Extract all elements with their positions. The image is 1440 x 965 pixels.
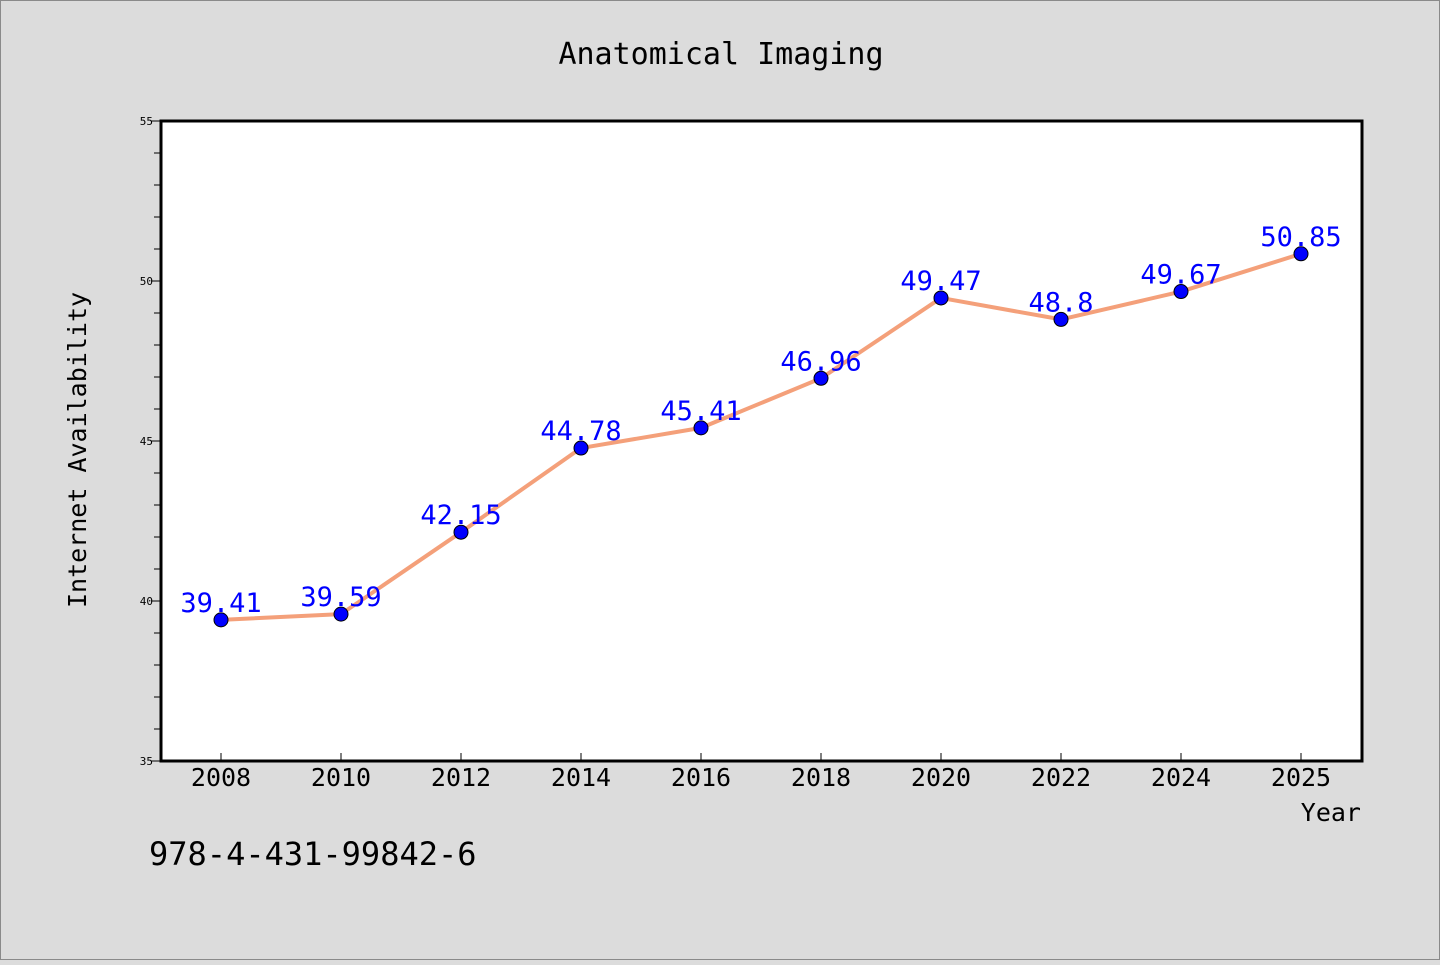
y-axis: 35 40 45 50 55 (140, 115, 161, 768)
data-label: 46.96 (780, 346, 861, 377)
data-point (213, 612, 229, 628)
data-point (573, 440, 589, 456)
data-label: 49.47 (900, 266, 981, 297)
x-tick-label: 2008 (191, 763, 251, 792)
x-tick-label: 2016 (671, 763, 731, 792)
x-tick-label: 2018 (791, 763, 851, 792)
data-labels: 39.41 39.59 42.15 44.78 45.41 46.96 49.47 48.8 4… (180, 222, 1341, 619)
data-label: 39.59 (300, 582, 381, 613)
chart-title: Anatomical Imaging (558, 37, 883, 72)
data-label: 50.85 (1260, 222, 1341, 253)
data-label: 39.41 (180, 588, 261, 619)
x-tick-label: 2025 (1271, 763, 1331, 792)
y-tick-label: 50 (140, 275, 153, 288)
x-tick-label: 2024 (1151, 763, 1211, 792)
x-tick-label: 2014 (551, 763, 611, 792)
x-tick-label: 2012 (431, 763, 491, 792)
y-tick-label: 45 (140, 435, 153, 448)
isbn-annotation: 978-4-431-99842-6 (149, 835, 477, 873)
x-tick-label: 2010 (311, 763, 371, 792)
x-axis-label: Year (1301, 798, 1361, 827)
x-tick-label: 2022 (1031, 763, 1091, 792)
x-tick-label: 2020 (911, 763, 971, 792)
data-point (933, 290, 949, 306)
data-point (813, 370, 829, 386)
data-point (453, 524, 469, 540)
series-line (219, 251, 1303, 622)
plot-area (159, 119, 1364, 763)
data-point (1173, 284, 1189, 300)
data-label: 44.78 (540, 416, 621, 447)
data-label: 42.15 (420, 500, 501, 531)
data-label: 45.41 (660, 396, 741, 427)
x-axis: 2008 2010 2012 2014 2016 2018 2020 2022 2024 2025 (191, 753, 1331, 792)
y-tick-label: 35 (140, 755, 153, 768)
data-point (1293, 246, 1309, 262)
y-tick-label: 55 (140, 115, 153, 128)
data-points (213, 246, 1309, 628)
data-point (1053, 311, 1069, 327)
data-label: 48.8 (1028, 287, 1093, 318)
y-axis-label: Internet Availability (63, 292, 92, 608)
y-tick-label: 40 (140, 595, 153, 608)
data-point (333, 606, 349, 622)
data-point (693, 420, 709, 436)
data-label: 49.67 (1140, 260, 1221, 291)
